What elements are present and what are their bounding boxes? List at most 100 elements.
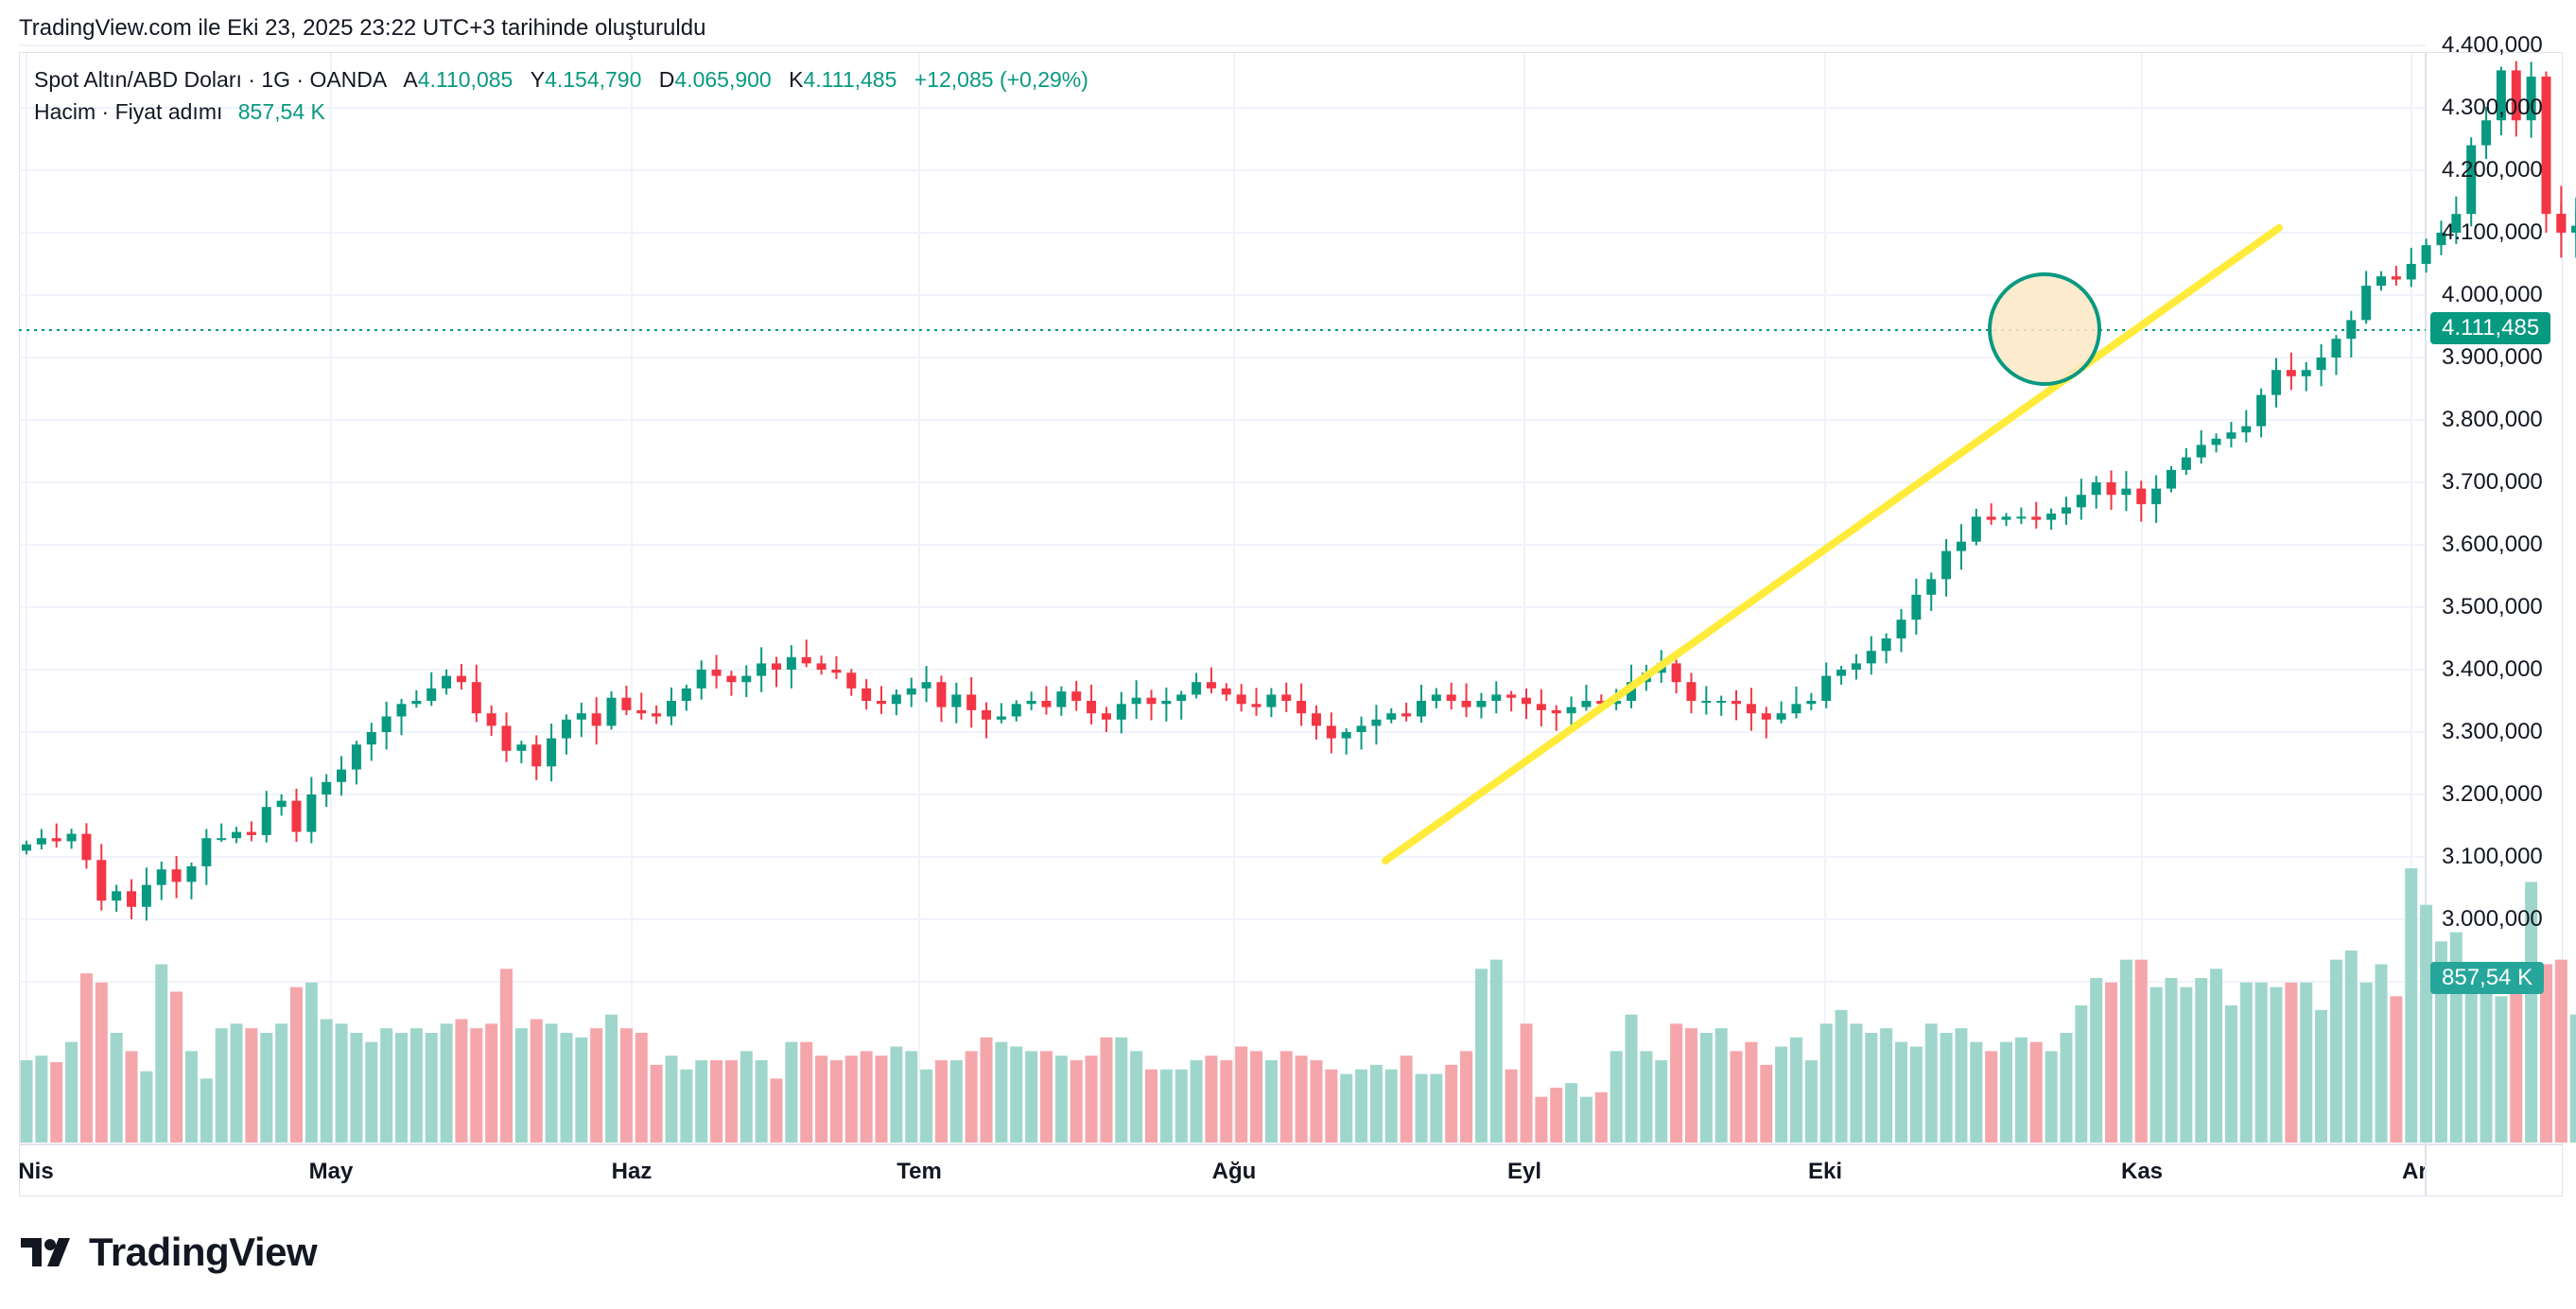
candle-body <box>1371 719 1382 726</box>
price-tick-label: 4.400,000 <box>2442 32 2543 58</box>
candle-body <box>51 838 61 842</box>
volume-bar <box>440 1023 453 1143</box>
candles <box>22 61 2576 921</box>
candle-body <box>2496 70 2506 121</box>
candle-body <box>1611 701 1622 705</box>
volume-bar <box>2060 1033 2073 1143</box>
tradingview-logo[interactable]: TradingView <box>21 1230 318 1275</box>
candle-body <box>2271 370 2281 395</box>
volume-bar <box>785 1041 798 1143</box>
price-tick-label: 3.900,000 <box>2442 344 2543 370</box>
volume-bar <box>245 1028 258 1143</box>
candle-body <box>1791 704 1801 714</box>
volume-bar <box>2045 1051 2058 1143</box>
volume-bar <box>995 1041 1008 1143</box>
volume-bar <box>1430 1073 1443 1143</box>
volume-value: 857,54 K <box>237 99 325 124</box>
volume-bar <box>1760 1064 1773 1143</box>
volume-bar <box>1264 1060 1278 1143</box>
volume-bar <box>409 1028 423 1143</box>
candle-body <box>96 860 107 901</box>
volume-bar <box>1355 1069 1368 1143</box>
candle-body <box>1011 704 1021 717</box>
candle-body <box>1986 516 1996 520</box>
volume-bar <box>635 1033 648 1143</box>
candle-body <box>426 688 437 701</box>
volume-bar <box>2195 978 2208 1143</box>
candle-body <box>1416 701 1426 717</box>
volume-bar <box>2119 959 2132 1143</box>
volume-bar <box>1594 1091 1608 1143</box>
candle-body <box>681 688 691 701</box>
volume-bar <box>710 1060 723 1143</box>
chart-canvas[interactable] <box>0 0 2576 1220</box>
volume-bar <box>1565 1083 1578 1143</box>
volume-bar <box>110 1033 123 1143</box>
volume-bar <box>1054 1056 1068 1143</box>
candle-body <box>2361 286 2372 321</box>
volume-bar <box>2329 959 2342 1143</box>
volume-bar <box>815 1056 828 1143</box>
volume-bar <box>2495 996 2508 1143</box>
volume-bar <box>920 1069 933 1143</box>
volume-bar <box>95 982 108 1143</box>
candle-body <box>1266 694 1277 707</box>
candle-body <box>1026 701 1036 705</box>
volume-bar <box>260 1033 273 1143</box>
price-tick-label: 3.700,000 <box>2442 469 2543 495</box>
candle-body <box>831 670 842 673</box>
candle-body <box>1206 682 1216 689</box>
candle-body <box>2571 225 2576 233</box>
candle-body <box>1761 713 1771 720</box>
support-trendline[interactable] <box>1382 224 2283 864</box>
candle-body <box>547 738 557 767</box>
open-label: A <box>403 67 418 92</box>
candle-body <box>2016 516 2027 519</box>
candle-body <box>1941 550 1952 580</box>
candle-body <box>2196 445 2206 458</box>
candle-body <box>936 682 947 707</box>
candle-body <box>1671 663 1681 683</box>
volume-bar <box>680 1069 693 1143</box>
candle-body <box>816 663 827 670</box>
volume-bar <box>1909 1046 1923 1143</box>
volume-bar <box>230 1023 243 1143</box>
volume-bar <box>1640 1051 1653 1143</box>
candle-body <box>1341 732 1351 739</box>
volume-bar <box>1895 1041 1907 1143</box>
volume-bar <box>470 1028 483 1143</box>
volume-bar <box>2075 1005 2088 1143</box>
candle-body <box>1701 701 1712 703</box>
price-tick-label: 3.300,000 <box>2442 719 2543 744</box>
price-tick-label: 3.600,000 <box>2442 532 2543 557</box>
high-label: Y <box>530 67 546 92</box>
low-label: D <box>658 67 675 92</box>
candle-body <box>1476 701 1487 707</box>
volume-bar <box>65 1041 78 1143</box>
volume-bar <box>860 1051 873 1143</box>
volume-bar <box>170 991 183 1143</box>
candle-body <box>2526 77 2536 121</box>
volume-bar <box>980 1037 993 1143</box>
volume-bar <box>500 969 513 1143</box>
symbol-legend: Spot Altın/ABD Doları · 1G · OANDA A4.11… <box>34 67 1088 93</box>
volume-bar <box>2539 964 2552 1143</box>
volume-bar <box>50 1061 63 1143</box>
volume-bar <box>1489 959 1503 1143</box>
candle-body <box>2046 514 2057 520</box>
volume-bar <box>844 1056 858 1143</box>
highlight-circle[interactable] <box>1988 272 2101 386</box>
candle-body <box>141 884 151 907</box>
candle-body <box>801 656 811 664</box>
volume-bar <box>2254 982 2268 1143</box>
volume-bar <box>934 1060 948 1143</box>
volume-bar <box>1835 1009 1848 1143</box>
candle-body <box>636 709 647 714</box>
volume-bar <box>1579 1096 1593 1143</box>
candle-body <box>591 713 601 726</box>
volume-bar <box>1190 1060 1203 1143</box>
volume-bar <box>2239 982 2253 1143</box>
volume-bar <box>1340 1073 1353 1143</box>
volume-bar <box>949 1060 963 1143</box>
volume-bar <box>140 1071 153 1143</box>
